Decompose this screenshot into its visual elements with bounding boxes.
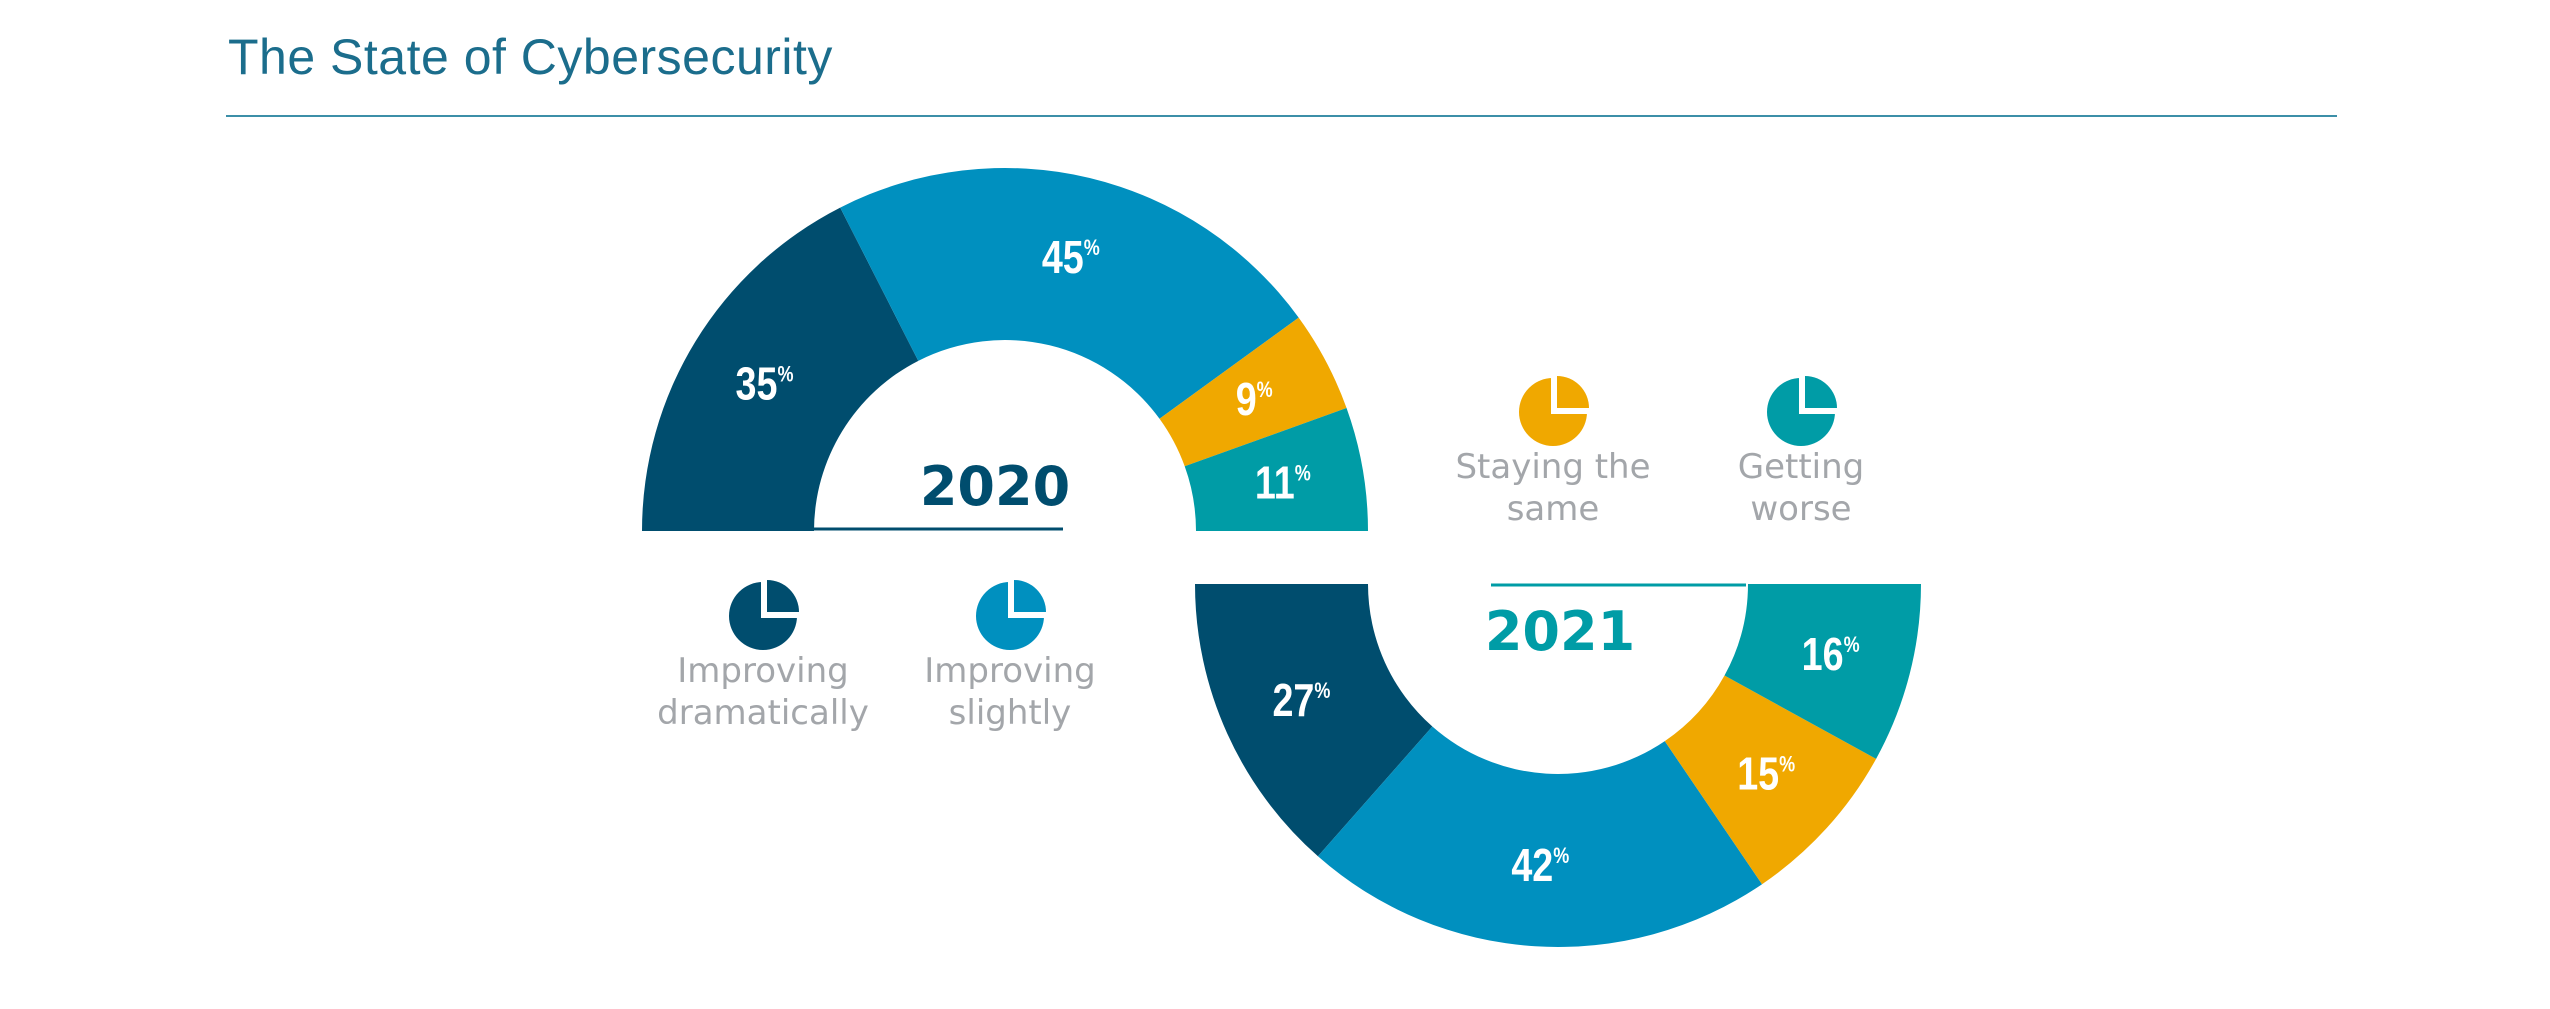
value-unit: %	[778, 363, 794, 387]
pie-icon	[729, 580, 799, 650]
legend-label-line1: Getting	[1738, 447, 1865, 487]
value-unit: %	[1844, 633, 1860, 657]
slice-staying-the-same	[1664, 675, 1877, 885]
slice-value-label: 45%	[1042, 231, 1100, 282]
slice-staying-the-same	[1159, 317, 1347, 467]
value-unit: %	[1779, 753, 1795, 777]
legend: ImprovingdramaticallyImprovingslightlySt…	[657, 376, 1864, 733]
chart-title: The State of Cybersecurity	[228, 29, 833, 85]
slice-value-label: 15%	[1737, 748, 1795, 799]
pie-icon	[1519, 376, 1589, 446]
legend-label-line2: same	[1507, 489, 1600, 529]
slice-value-label: 42%	[1511, 839, 1569, 890]
value-number: 16	[1802, 628, 1844, 679]
value-number: 45	[1042, 231, 1084, 282]
pie-icon	[976, 580, 1046, 650]
value-unit: %	[1257, 378, 1273, 402]
legend-label-line2: dramatically	[657, 693, 869, 733]
year-2021-label: 2021	[1485, 600, 1635, 663]
slice-improving-slightly	[1317, 726, 1763, 947]
value-number: 42	[1511, 839, 1553, 890]
slice-improving-slightly	[840, 168, 1299, 419]
year-2020-label: 2020	[920, 455, 1070, 518]
value-number: 35	[736, 358, 778, 409]
value-number: 27	[1272, 674, 1314, 725]
slice-getting-worse	[1724, 584, 1921, 759]
value-unit: %	[1084, 236, 1100, 260]
slice-value-label: 9%	[1236, 373, 1273, 424]
legend-label-line2: worse	[1750, 489, 1851, 529]
title-divider	[226, 115, 2337, 117]
donut-2021: 27%42%15%16%	[1195, 584, 1921, 947]
slice-getting-worse	[1184, 408, 1368, 531]
value-number: 11	[1255, 457, 1295, 508]
slice-value-label: 27%	[1272, 674, 1330, 725]
value-unit: %	[1314, 679, 1330, 703]
value-number: 15	[1737, 748, 1779, 799]
value-unit: %	[1295, 462, 1311, 486]
legend-label-line1: Improving	[924, 651, 1095, 691]
slice-value-label: 11%	[1255, 457, 1311, 508]
slice-value-label: 16%	[1802, 628, 1860, 679]
legend-label-line1: Improving	[677, 651, 848, 691]
slice-improving-dramatically	[642, 207, 919, 531]
value-unit: %	[1553, 844, 1569, 868]
pie-icon	[1767, 376, 1837, 446]
value-number: 9	[1236, 373, 1257, 424]
legend-label-line2: slightly	[949, 693, 1072, 733]
legend-label-line1: Staying the	[1455, 447, 1650, 487]
donut-2020: 35%45%9%11%	[642, 168, 1368, 531]
slice-value-label: 35%	[736, 358, 794, 409]
slice-improving-dramatically	[1195, 584, 1433, 857]
